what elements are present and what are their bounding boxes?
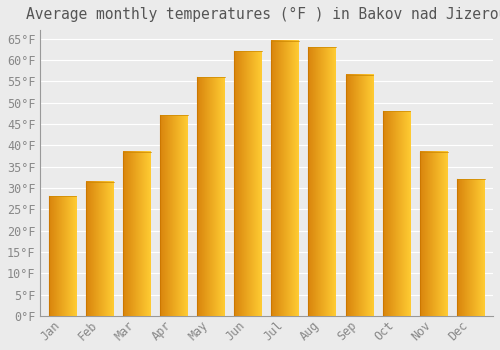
Title: Average monthly temperatures (°F ) in Bakov nad Jizerou: Average monthly temperatures (°F ) in Ba… [26, 7, 500, 22]
